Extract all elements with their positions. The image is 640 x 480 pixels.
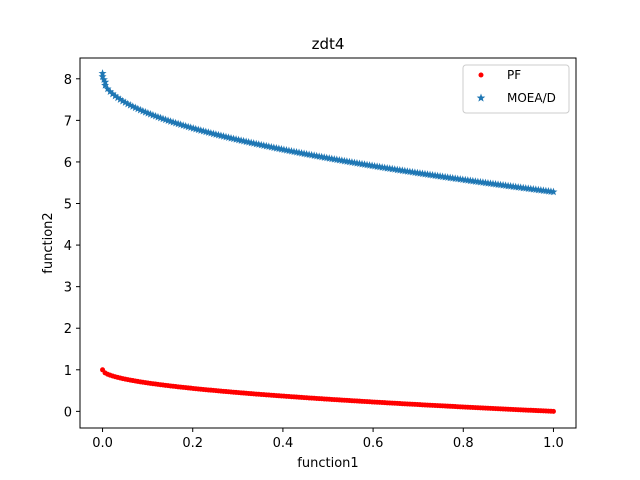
moead-point <box>141 108 150 116</box>
moead-point <box>106 87 115 96</box>
moead-point <box>98 69 107 77</box>
y-tick-label: 6 <box>64 156 72 171</box>
legend-marker-moead <box>476 93 486 102</box>
x-axis-ticks: 0.0 0.2 0.4 0.6 0.8 1.0 <box>92 428 564 451</box>
plot-marks <box>98 69 558 414</box>
legend-box <box>462 64 570 114</box>
moead-point <box>108 89 117 98</box>
legend-label-pf: PF <box>507 68 521 82</box>
legend: PF MOEA/D <box>462 64 570 114</box>
pf-point <box>550 408 556 414</box>
x-tick-label: 0.6 <box>363 436 384 451</box>
moead-point <box>131 103 140 112</box>
y-tick-label: 3 <box>64 281 72 296</box>
moead-point <box>99 75 108 84</box>
y-axis-ticks: 0 1 2 3 4 5 6 7 8 <box>64 73 80 420</box>
moead-point <box>549 187 558 196</box>
x-axis-label: function1 <box>297 456 358 471</box>
x-tick-label: 0.8 <box>453 436 474 451</box>
y-tick-label: 0 <box>64 405 72 420</box>
x-tick-label: 0.4 <box>273 436 294 451</box>
moead-point <box>133 104 142 113</box>
chart-title: zdt4 <box>312 35 345 53</box>
x-tick-label: 0.0 <box>92 436 113 451</box>
y-tick-label: 2 <box>64 322 72 337</box>
moead-point <box>121 98 130 106</box>
moead-point <box>101 77 110 86</box>
moead-point <box>146 110 155 118</box>
moead-point <box>128 102 137 110</box>
moead-point <box>126 101 135 109</box>
y-tick-label: 5 <box>64 198 72 213</box>
moead-point <box>113 93 122 102</box>
y-tick-label: 7 <box>64 114 72 129</box>
moead-point <box>138 106 147 115</box>
moead-point <box>98 72 107 81</box>
moead-point <box>103 84 112 93</box>
moead-point <box>101 81 110 89</box>
y-tick-label: 4 <box>64 239 72 254</box>
moead-point <box>143 109 152 117</box>
x-tick-label: 1.0 <box>543 436 564 451</box>
y-tick-label: 1 <box>64 364 72 379</box>
legend-marker-pf <box>478 72 484 78</box>
plot-area <box>79 57 577 429</box>
y-axis-label: function2 <box>41 212 56 273</box>
legend-label-moead: MOEA/D <box>507 91 556 105</box>
y-tick-label: 8 <box>64 73 72 88</box>
moead-point <box>136 105 145 114</box>
moead-point <box>111 91 120 100</box>
moead-point <box>123 99 132 108</box>
moead-point <box>118 96 127 105</box>
x-tick-label: 0.2 <box>182 436 203 451</box>
moead-point <box>116 95 125 103</box>
